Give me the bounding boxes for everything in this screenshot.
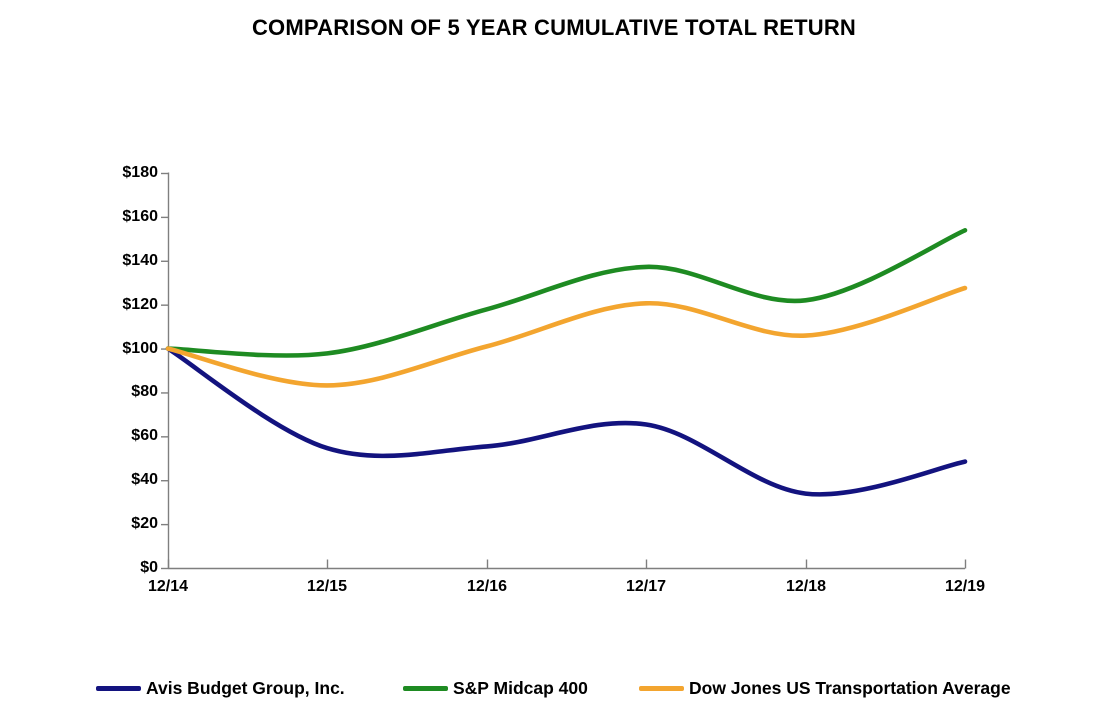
- y-tick-label: $40: [131, 471, 158, 488]
- chart-title: COMPARISON OF 5 YEAR CUMULATIVE TOTAL RE…: [251, 15, 857, 40]
- y-tick-label: $0: [140, 559, 158, 576]
- y-tick-label: $140: [122, 252, 158, 269]
- x-tick-label: 12/14: [147, 578, 189, 595]
- y-tick-label: $160: [122, 208, 158, 225]
- x-tick-label: 12/17: [625, 578, 667, 595]
- x-tick-label: 12/16: [466, 578, 508, 595]
- series-line-avis-budget-group-inc: [165, 346, 968, 497]
- y-tick-label: $20: [131, 515, 158, 532]
- y-tick-label: $180: [122, 164, 158, 181]
- y-tick-label: $60: [131, 427, 158, 444]
- series-line-dow-jones-us-transportation-average: [165, 285, 968, 388]
- y-tick-label: $80: [131, 383, 158, 400]
- x-tick-label: 12/18: [785, 578, 827, 595]
- y-tick-label: $100: [122, 340, 158, 357]
- y-tick-label: $120: [122, 296, 158, 313]
- x-tick-label: 12/19: [944, 578, 986, 595]
- series-line-s-p-midcap-400: [165, 228, 968, 358]
- x-tick-label: 12/15: [306, 578, 348, 595]
